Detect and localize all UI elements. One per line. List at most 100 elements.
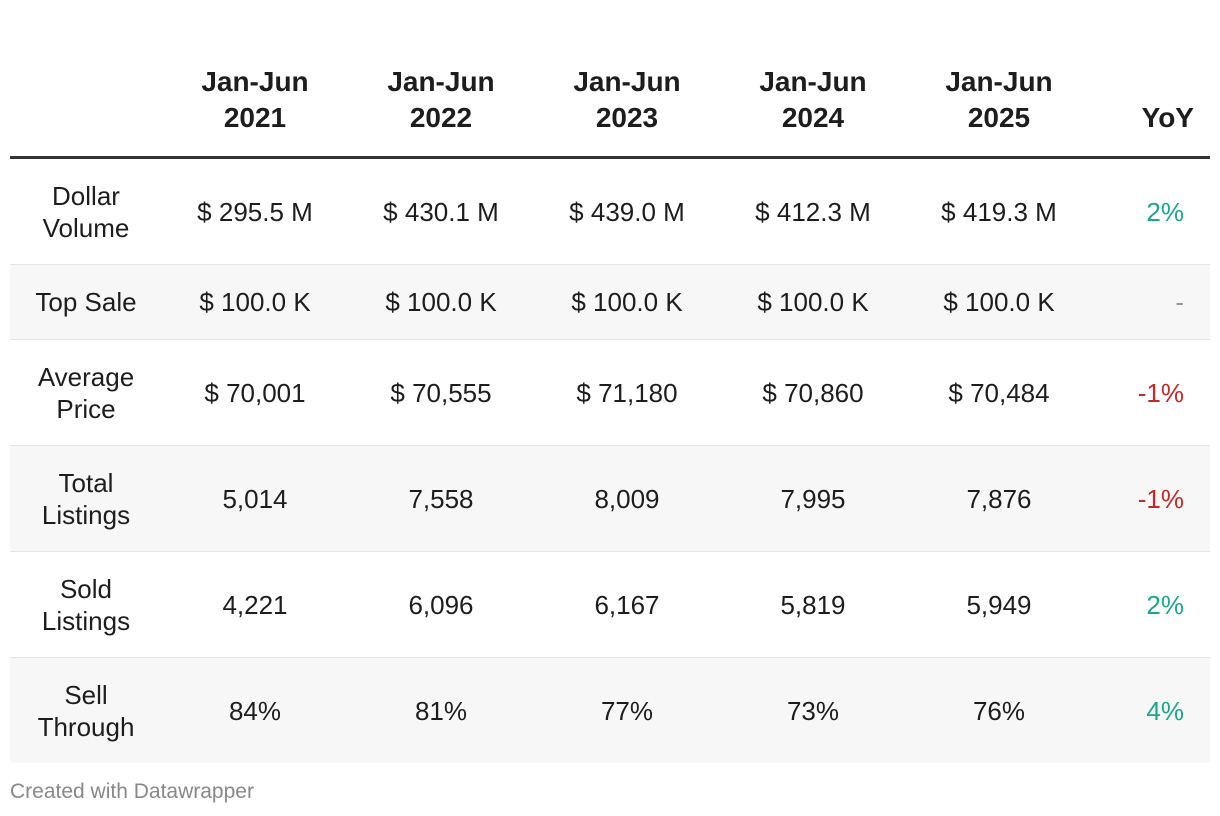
cell-value: 7,558 (408, 483, 474, 514)
cell-value: 5,014 (222, 483, 288, 514)
table-cell: 7,995 (720, 445, 906, 552)
table-cell: $ 412.3 M (720, 157, 906, 265)
data-table-container: Jan-Jun 2021 Jan-Jun 2022 Jan-Jun 2023 Jan-… (10, 40, 1210, 763)
table-cell: $ 419.3 M (906, 157, 1092, 265)
row-label: Sold Listings (10, 551, 162, 658)
table-row: Sell Through 84% 81% 77% 73% 76% 4% (10, 657, 1210, 763)
cell-value: $ 70,484 (948, 377, 1050, 408)
header-line2: 2023 (595, 102, 659, 133)
table-cell: $ 100.0 K (348, 264, 534, 340)
yoy-cell: -1% (1092, 339, 1210, 446)
table-cell: 76% (906, 657, 1092, 763)
table-cell: 5,949 (906, 551, 1092, 658)
table-cell: $ 70,484 (906, 339, 1092, 446)
table-row: Sold Listings 4,221 6,096 6,167 5,819 5,949 2% (10, 551, 1210, 658)
row-label: Average Price (10, 339, 162, 446)
cell-value: $ 430.1 M (383, 196, 499, 227)
data-table: Jan-Jun 2021 Jan-Jun 2022 Jan-Jun 2023 Jan-… (10, 40, 1210, 763)
yoy-cell: 4% (1092, 657, 1210, 763)
yoy-value: -1% (1137, 377, 1184, 408)
row-label: Total Listings (10, 445, 162, 552)
yoy-value: - (1175, 287, 1184, 317)
header-line2: 2025 (967, 102, 1031, 133)
header-year-2024: Jan-Jun 2024 (720, 40, 906, 159)
header-line2: 2021 (223, 102, 287, 133)
cell-value: 76% (972, 695, 1026, 726)
yoy-value: -1% (1137, 483, 1184, 514)
header-line1: Jan-Jun (573, 66, 681, 97)
table-row: Top Sale $ 100.0 K $ 100.0 K $ 100.0 K $ 100… (10, 264, 1210, 340)
cell-value: 7,876 (966, 483, 1032, 514)
cell-value: $ 100.0 K (943, 287, 1055, 317)
table-cell: 4,221 (162, 551, 348, 658)
row-label: Sell Through (10, 657, 162, 763)
yoy-cell: 2% (1092, 551, 1210, 658)
cell-value: $ 70,555 (390, 377, 492, 408)
table-cell: 6,167 (534, 551, 720, 658)
table-row: Total Listings 5,014 7,558 8,009 7,995 7,876 -… (10, 445, 1210, 552)
table-cell: 81% (348, 657, 534, 763)
table-row: Average Price $ 70,001 $ 70,555 $ 71,180 $ 7… (10, 339, 1210, 446)
cell-value: $ 100.0 K (199, 287, 311, 317)
cell-value: 7,995 (780, 483, 846, 514)
header-line1: Jan-Jun (201, 66, 309, 97)
cell-value: 77% (600, 695, 654, 726)
header-year-2021: Jan-Jun 2021 (162, 40, 348, 159)
cell-value: 8,009 (594, 483, 660, 514)
header-yoy: YoY (1092, 40, 1210, 159)
cell-value: 6,096 (408, 589, 474, 620)
header-year-2025: Jan-Jun 2025 (906, 40, 1092, 159)
cell-value: $ 419.3 M (941, 196, 1057, 227)
table-cell: $ 70,555 (348, 339, 534, 446)
header-label-cell (10, 40, 162, 159)
cell-value: $ 100.0 K (385, 287, 497, 317)
yoy-cell: 2% (1092, 157, 1210, 265)
cell-value: $ 70,001 (204, 377, 306, 408)
cell-value: 73% (786, 695, 840, 726)
table-body: Dollar Volume $ 295.5 M $ 430.1 M $ 439.0 M… (10, 157, 1210, 763)
header-line1: Jan-Jun (387, 66, 495, 97)
table-cell: 5,819 (720, 551, 906, 658)
table-cell: 84% (162, 657, 348, 763)
header-line2: 2024 (781, 102, 845, 133)
header-line1: Jan-Jun (759, 66, 867, 97)
cell-value: 5,949 (966, 589, 1032, 620)
cell-value: $ 439.0 M (569, 196, 685, 227)
header-line2: 2022 (409, 102, 473, 133)
table-cell: 77% (534, 657, 720, 763)
footer-credit: Created with Datawrapper (10, 780, 254, 803)
table-row: Dollar Volume $ 295.5 M $ 430.1 M $ 439.0 M… (10, 157, 1210, 265)
table-cell: 73% (720, 657, 906, 763)
table-cell: 6,096 (348, 551, 534, 658)
cell-value: 5,819 (780, 589, 846, 620)
cell-value: $ 412.3 M (755, 196, 871, 227)
cell-value: $ 295.5 M (197, 196, 313, 227)
header-year-2023: Jan-Jun 2023 (534, 40, 720, 159)
table-cell: $ 430.1 M (348, 157, 534, 265)
table-header-row: Jan-Jun 2021 Jan-Jun 2022 Jan-Jun 2023 Jan-… (10, 40, 1210, 159)
table-cell: $ 70,001 (162, 339, 348, 446)
table-cell: $ 71,180 (534, 339, 720, 446)
table-cell: $ 295.5 M (162, 157, 348, 265)
table-cell: 5,014 (162, 445, 348, 552)
table-cell: 8,009 (534, 445, 720, 552)
cell-value: 84% (228, 695, 282, 726)
table-cell: 7,558 (348, 445, 534, 552)
yoy-value: 2% (1146, 589, 1184, 620)
cell-value: 4,221 (222, 589, 288, 620)
row-label: Dollar Volume (10, 157, 162, 265)
yoy-cell: - (1092, 264, 1210, 340)
yoy-value: 2% (1146, 196, 1184, 227)
row-label: Top Sale (10, 264, 162, 340)
yoy-cell: -1% (1092, 445, 1210, 552)
table-cell: $ 100.0 K (906, 264, 1092, 340)
table-cell: $ 100.0 K (534, 264, 720, 340)
cell-value: 6,167 (594, 589, 660, 620)
cell-value: 81% (414, 695, 468, 726)
table-cell: $ 100.0 K (162, 264, 348, 340)
cell-value: $ 100.0 K (571, 287, 683, 317)
yoy-value: 4% (1146, 695, 1184, 726)
cell-value: $ 70,860 (762, 377, 864, 408)
table-cell: $ 100.0 K (720, 264, 906, 340)
header-line1: Jan-Jun (945, 66, 1053, 97)
